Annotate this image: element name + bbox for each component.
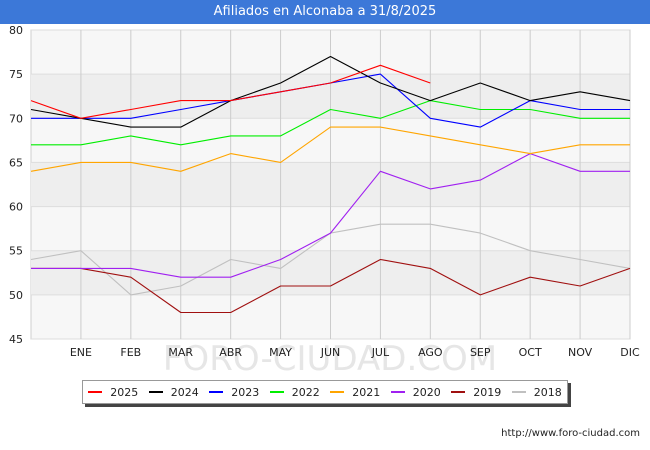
y-tick-label: 55 — [9, 245, 23, 258]
x-tick-label: FEB — [120, 346, 141, 359]
legend-label: 2019 — [473, 385, 502, 399]
legend-item-2022: 2022 — [269, 385, 320, 399]
legend-swatch — [390, 391, 405, 393]
legend-label: 2018 — [533, 385, 562, 399]
x-tick-label: JUN — [320, 346, 341, 359]
y-tick-label: 75 — [9, 68, 23, 81]
series-line-2022 — [31, 100, 630, 146]
x-tick-label: NOV — [568, 346, 593, 359]
y-tick-label: 65 — [9, 156, 23, 169]
y-tick-label: 45 — [9, 333, 23, 346]
series-lines — [30, 55, 631, 314]
legend-item-2019: 2019 — [451, 386, 501, 399]
legend-swatch — [451, 391, 466, 393]
legend-label: 2023 — [231, 385, 260, 399]
x-tick-label: ENE — [70, 346, 92, 359]
series-line-2021 — [30, 126, 630, 172]
x-tick-label: MAY — [269, 346, 292, 359]
x-tick-label: MAR — [168, 346, 193, 359]
series-line-2019 — [31, 258, 631, 314]
x-tick-label: AGO — [418, 346, 443, 359]
legend-item-2021: 2021 — [330, 386, 380, 399]
legend-label: 2024 — [170, 385, 199, 399]
x-tick-label: SEP — [470, 346, 491, 359]
legend-swatch — [88, 391, 103, 393]
series-line-2024 — [30, 55, 631, 128]
legend-swatch — [209, 391, 224, 393]
watermark-text: FORO-CIUDAD.COM — [163, 339, 497, 379]
legend-item-2023: 2023 — [209, 386, 259, 399]
legend-swatch — [148, 391, 163, 393]
legend-swatch — [330, 391, 345, 393]
legend-swatch — [511, 391, 526, 393]
x-tick-label: DIC — [620, 346, 640, 359]
y-axis-labels: 45 50 55 60 65 70 75 80 — [9, 24, 23, 346]
legend: 2025 2024 2023 2022 2021 2020 2019 2018 — [82, 380, 568, 404]
y-tick-label: 80 — [9, 24, 23, 37]
legend-item-2025: 2025 — [88, 386, 138, 399]
legend-item-2020: 2020 — [390, 385, 441, 399]
legend-item-2024: 2024 — [148, 385, 199, 399]
legend-label: 2020 — [412, 385, 441, 399]
legend-swatch — [269, 391, 284, 393]
legend-label: 2021 — [352, 385, 381, 399]
y-tick-label: 50 — [9, 289, 23, 302]
chart-title: Afiliados en Alconaba a 31/8/2025 — [0, 0, 650, 24]
gridlines — [31, 29, 631, 340]
y-tick-label: 70 — [9, 112, 23, 125]
legend-label: 2025 — [110, 385, 139, 399]
y-tick-label: 60 — [9, 201, 23, 214]
series-line-2025 — [30, 64, 431, 119]
x-tick-label: OCT — [519, 346, 542, 359]
x-axis-labels: ENE FEB MAR ABR MAY JUN JUL AGO SEP OCT NOV DIC — [70, 346, 640, 359]
legend-item-2018: 2018 — [511, 385, 562, 399]
legend-label: 2022 — [291, 385, 320, 399]
x-tick-label: ABR — [219, 346, 242, 359]
x-tick-label: JUL — [371, 346, 390, 359]
source-url: http://www.foro-ciudad.com — [501, 428, 640, 439]
